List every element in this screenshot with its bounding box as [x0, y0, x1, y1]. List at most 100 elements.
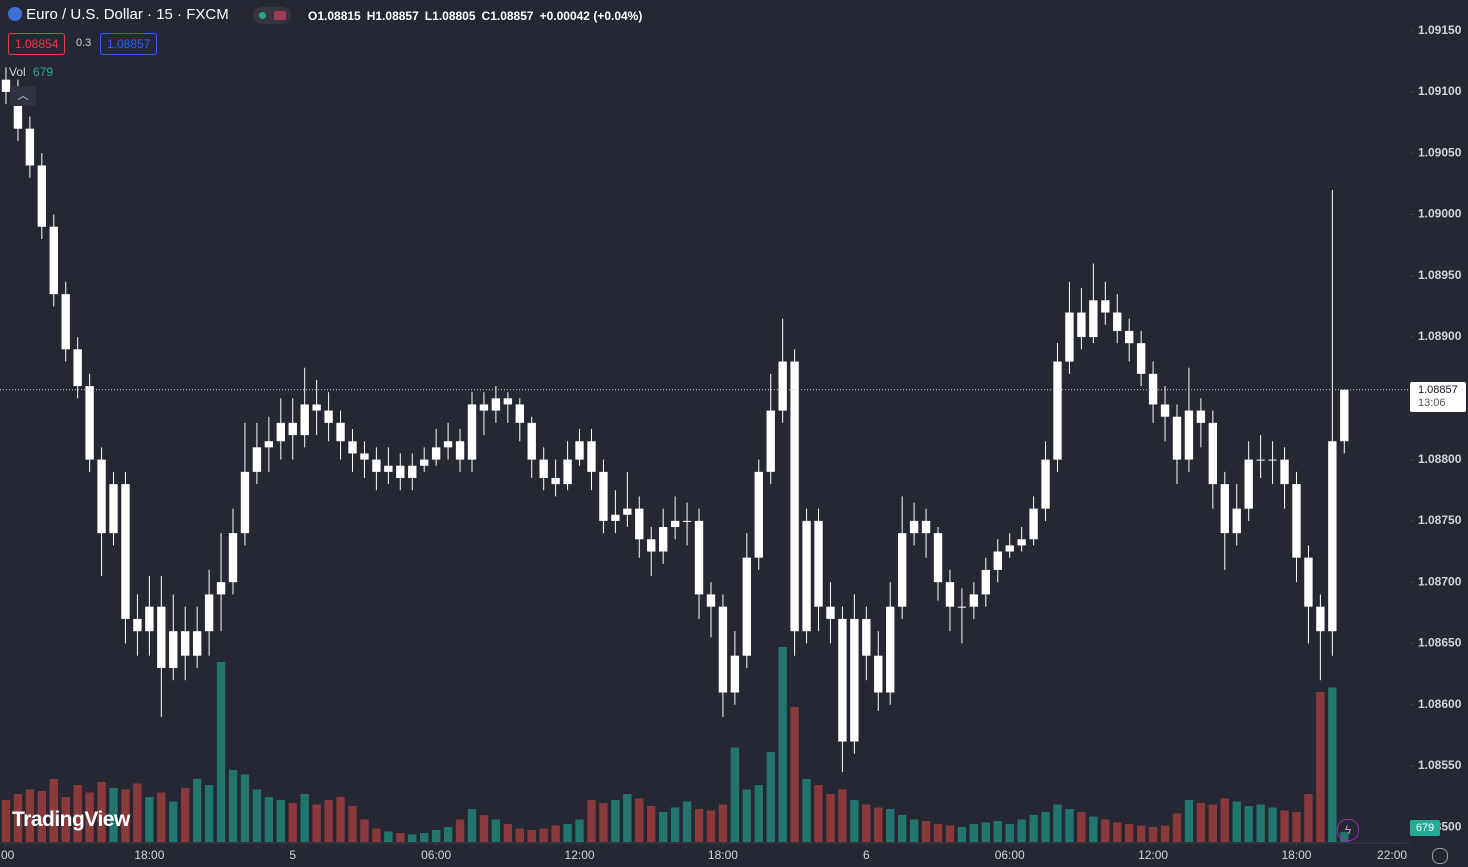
volume-bar [539, 828, 548, 842]
volume-bar [1220, 798, 1229, 842]
market-status[interactable] [253, 7, 291, 24]
volume-bar [802, 779, 811, 842]
bid-button[interactable]: 1.08854 [8, 33, 66, 55]
volume-bar [85, 792, 94, 842]
volume-bar [97, 782, 106, 842]
volume-bar [348, 806, 357, 842]
y-tick-label: 1.09050 [1418, 145, 1462, 159]
volume-bar [694, 809, 704, 842]
candle-body [778, 361, 787, 411]
candle-body [718, 606, 728, 693]
candle-body [479, 404, 489, 411]
candle-body [611, 514, 620, 521]
volume-bar [1268, 807, 1277, 842]
candle-body [1077, 312, 1086, 338]
volume-pane [1, 647, 1349, 842]
candle-body [1208, 422, 1218, 485]
candle-body [312, 404, 321, 411]
candle-body [324, 410, 333, 423]
symbol[interactable]: Euro / U.S. Dollar · 15 · FXCM [8, 6, 229, 23]
candle-body [181, 631, 190, 656]
candle-body [192, 631, 202, 656]
volume-bar [1196, 803, 1206, 842]
candle-body [1220, 484, 1229, 534]
volume-bar [192, 779, 202, 842]
candle-body [240, 471, 250, 534]
candle-body [360, 453, 369, 460]
volume-bar [1208, 804, 1218, 842]
settings-icon[interactable] [1432, 848, 1448, 864]
candle-body [384, 465, 393, 472]
candle-body [1244, 459, 1253, 509]
candle-body [1113, 312, 1122, 331]
volume-bar [682, 801, 692, 842]
y-tick-label: 1.08900 [1418, 329, 1462, 343]
candle-body [157, 606, 166, 668]
candle-body [1017, 539, 1026, 546]
volume-bar [993, 821, 1002, 842]
candle-body [503, 398, 513, 405]
volume-bar [1136, 825, 1146, 842]
y-tick-label: 1.09150 [1418, 23, 1462, 37]
volume-bar [838, 789, 847, 842]
candle-body [850, 618, 859, 742]
candle-body [981, 569, 990, 595]
y-tick-label: 1.09100 [1418, 84, 1462, 98]
volume-bar [551, 825, 560, 842]
volume-bar [1172, 813, 1182, 842]
candle-body [252, 447, 262, 472]
status-icon [274, 11, 286, 20]
candle-body [539, 459, 548, 478]
candle-body [670, 520, 680, 528]
x-tick-label: 18:00 [134, 848, 164, 862]
candle-body [288, 422, 297, 436]
volume-bar [204, 785, 214, 842]
candle-body [85, 386, 94, 460]
volume-bar [396, 833, 405, 842]
candle-body [969, 594, 979, 607]
candle-body [682, 520, 692, 522]
volume-bar [455, 819, 465, 842]
candle-body [13, 91, 23, 129]
candle-body [1184, 410, 1194, 460]
candle-body [993, 551, 1002, 570]
y-tick-label: 1.08650 [1418, 636, 1462, 650]
x-tick-label: 22:00 [1377, 848, 1407, 862]
candle-body [121, 484, 130, 619]
spread: 0.3 [76, 37, 92, 49]
ask-button[interactable]: 1.08857 [100, 33, 158, 55]
axes: 1.09150 1.09100 1.09050 1.09000 1.08950 1.089… [0, 23, 1462, 862]
ohlc-legend: O1.08815 H1.08857 L1.08805 C1.08857 +0.00042… [308, 9, 642, 23]
candle-body [623, 508, 632, 515]
candle-body [945, 582, 955, 607]
collapse-button[interactable]: ︿ [10, 86, 36, 106]
volume-bar [324, 800, 333, 842]
candles [1, 67, 1349, 773]
volume-bar [61, 797, 70, 842]
candle-body [826, 606, 835, 619]
candle-body [1280, 459, 1289, 485]
change: +0.00042 (+0.04%) [539, 9, 643, 23]
candle-body [551, 477, 560, 485]
candle-body [635, 508, 644, 540]
candle-body [754, 471, 763, 558]
alert-icon[interactable]: ϟ [1337, 819, 1359, 841]
candle-body [431, 447, 441, 460]
volume-bar [814, 785, 823, 842]
volume-bar [1232, 801, 1241, 842]
candle-body [97, 459, 106, 534]
volume-bar [575, 819, 584, 842]
candle-body [647, 539, 656, 552]
ohlc-value: 1.08815 [317, 9, 361, 23]
volume-bar [384, 831, 393, 842]
volume-legend: Vol 679 [9, 65, 53, 79]
candle-body [1101, 300, 1110, 313]
volume-bar [1, 800, 11, 842]
candle-body [61, 294, 70, 350]
y-tick-label: 1.08950 [1418, 268, 1462, 282]
volume-bar [623, 794, 632, 842]
candle-body [862, 618, 871, 656]
volume-bar [443, 827, 453, 842]
